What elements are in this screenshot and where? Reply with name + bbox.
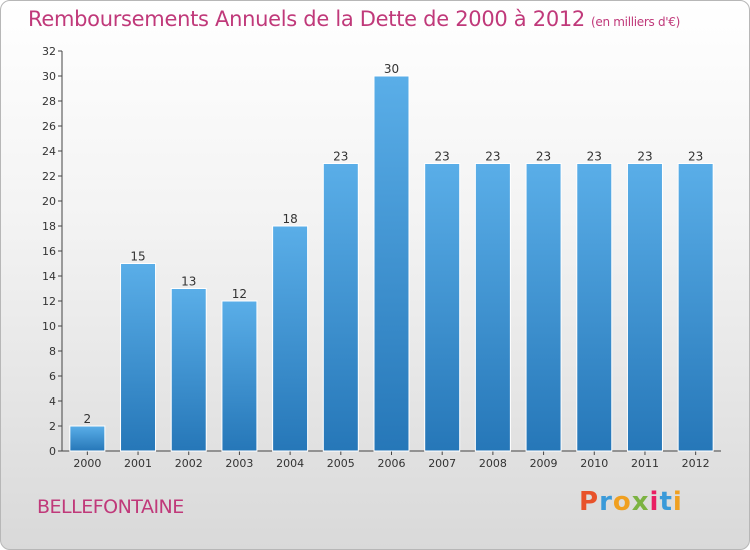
x-tick-label: 2000 — [73, 457, 101, 470]
bar-value-label: 23 — [435, 150, 450, 164]
logo-letter: i — [649, 487, 660, 517]
bar-value-label: 23 — [536, 150, 551, 164]
bar-value-label: 23 — [333, 150, 348, 164]
y-tick-label: 24 — [42, 145, 56, 158]
y-tick-label: 4 — [49, 395, 56, 408]
bar-value-label: 23 — [637, 150, 652, 164]
y-tick-label: 28 — [42, 95, 56, 108]
commune-name: BELLEFONTAINE — [37, 496, 184, 518]
logo-letter: t — [659, 487, 673, 517]
x-tick-label: 2012 — [682, 457, 710, 470]
bar — [322, 163, 359, 452]
bar-value-label: 18 — [282, 212, 297, 226]
bar-value-label: 30 — [384, 62, 399, 76]
y-tick-label: 12 — [42, 295, 56, 308]
chart-title: Remboursements Annuels de la Dette de 20… — [28, 7, 680, 31]
bar — [677, 163, 714, 452]
x-tick-label: 2004 — [276, 457, 304, 470]
x-tick-label: 2011 — [631, 457, 659, 470]
bar — [525, 163, 562, 452]
proxiti-logo: Proxiti — [579, 487, 683, 517]
x-tick-label: 2003 — [225, 457, 253, 470]
x-tick-label: 2010 — [580, 457, 608, 470]
logo-letter: i — [672, 487, 683, 517]
chart-title-text: Remboursements Annuels de la Dette de 20… — [28, 7, 585, 31]
y-tick-label: 16 — [42, 245, 56, 258]
bar-value-label: 23 — [485, 150, 500, 164]
x-tick-label: 2005 — [327, 457, 355, 470]
logo-letter: P — [579, 487, 600, 517]
bars — [69, 75, 714, 452]
bar-value-label: 23 — [587, 150, 602, 164]
y-tick-label: 20 — [42, 195, 56, 208]
y-tick-label: 30 — [42, 70, 56, 83]
y-tick-label: 0 — [49, 445, 56, 458]
x-tick-label: 2002 — [175, 457, 203, 470]
bar — [69, 425, 106, 452]
logo-letter: x — [631, 487, 650, 517]
bar-value-label: 13 — [181, 275, 196, 289]
bar — [626, 163, 663, 452]
y-tick-label: 8 — [49, 345, 56, 358]
x-tick-label: 2009 — [530, 457, 558, 470]
x-tick-label: 2008 — [479, 457, 507, 470]
data-labels: 2 15 13 12 18 23 30 23 23 23 23 23 23 — [84, 62, 704, 426]
bar-value-label: 12 — [232, 287, 247, 301]
bar-value-label: 2 — [84, 412, 92, 426]
x-tick-label: 2007 — [428, 457, 456, 470]
y-tick-label: 2 — [49, 420, 56, 433]
x-tick-label: 2001 — [124, 457, 152, 470]
bar — [170, 288, 207, 452]
bar — [221, 300, 258, 452]
logo-letter: o — [612, 487, 632, 517]
y-tick-label: 26 — [42, 120, 56, 133]
y-tick-label: 10 — [42, 320, 56, 333]
y-tick-label: 22 — [42, 170, 56, 183]
y-tick-label: 32 — [42, 45, 56, 58]
y-tick-label: 14 — [42, 270, 56, 283]
bar — [424, 163, 461, 452]
y-tick-label: 6 — [49, 370, 56, 383]
bar — [272, 225, 309, 452]
bar-value-label: 23 — [688, 150, 703, 164]
chart-subtitle: (en milliers d'€) — [591, 15, 681, 29]
bar-value-label: 15 — [130, 250, 145, 264]
logo-letter: r — [599, 487, 613, 517]
x-tick-label: 2006 — [378, 457, 406, 470]
bar — [373, 75, 410, 452]
bar — [576, 163, 613, 452]
bar — [474, 163, 511, 452]
bar — [120, 263, 157, 452]
y-tick-label: 18 — [42, 220, 56, 233]
